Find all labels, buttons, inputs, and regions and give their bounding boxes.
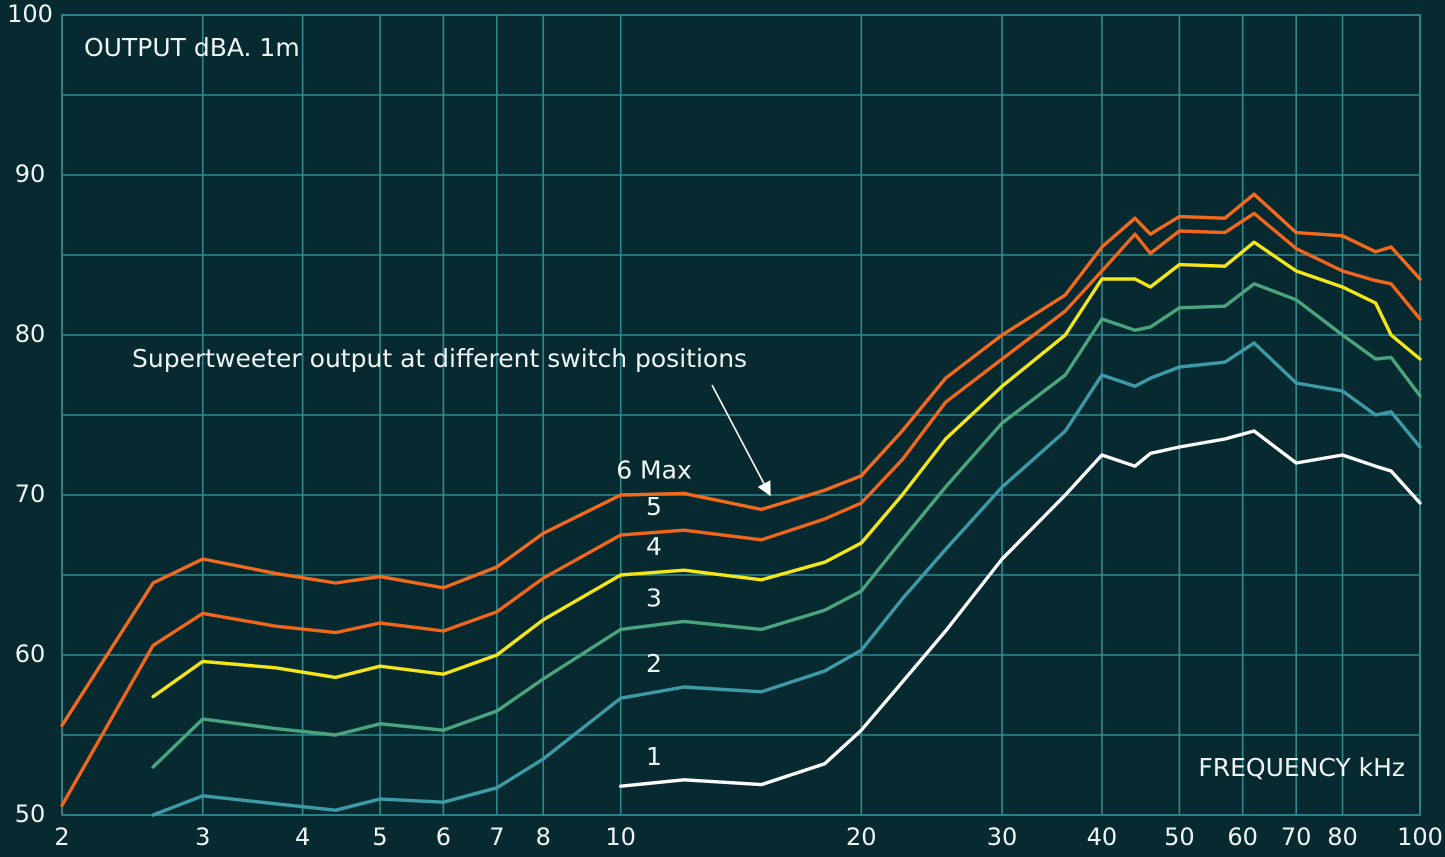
series-label: 5 xyxy=(646,492,662,521)
x-tick-label: 70 xyxy=(1281,823,1312,851)
y-tick-label: 100 xyxy=(7,0,53,28)
grid xyxy=(61,14,1421,816)
x-tick-label: 3 xyxy=(195,823,210,851)
x-tick-label: 30 xyxy=(987,823,1018,851)
y-tick-label: 70 xyxy=(15,480,46,508)
x-axis-title: FREQUENCY kHz xyxy=(1198,753,1405,782)
y-tick-label: 60 xyxy=(15,640,46,668)
curve xyxy=(60,192,1422,728)
curve xyxy=(619,429,1422,788)
curve xyxy=(60,211,1422,808)
x-tick-label: 10 xyxy=(605,823,636,851)
curve xyxy=(151,341,1422,817)
x-tick-label: 80 xyxy=(1327,823,1358,851)
x-tick-label: 5 xyxy=(372,823,387,851)
series-label: 1 xyxy=(646,742,662,771)
y-tick-label: 50 xyxy=(15,800,46,828)
series-label: 3 xyxy=(646,583,662,612)
x-tick-label: 7 xyxy=(489,823,504,851)
x-tick-label: 2 xyxy=(54,823,69,851)
y-axis-title: OUTPUT dBA. 1m xyxy=(84,33,300,62)
x-tick-label: 8 xyxy=(536,823,551,851)
curves xyxy=(60,192,1422,817)
x-tick-label: 20 xyxy=(846,823,877,851)
annotation: Supertweeter output at different switch … xyxy=(132,344,747,373)
annotation-arrow xyxy=(711,384,771,497)
x-tick-label: 100 xyxy=(1397,823,1443,851)
x-tick-label: 4 xyxy=(295,823,310,851)
series-label: 6 Max xyxy=(616,455,692,484)
series-label: 4 xyxy=(646,532,662,561)
y-tick-label: 90 xyxy=(15,160,46,188)
curve xyxy=(151,240,1422,699)
x-tick-label: 50 xyxy=(1164,823,1195,851)
series-label: 2 xyxy=(646,649,662,678)
x-tick-label: 60 xyxy=(1227,823,1258,851)
y-tick-label: 80 xyxy=(15,320,46,348)
x-tick-label: 40 xyxy=(1087,823,1118,851)
x-tick-label: 6 xyxy=(436,823,451,851)
curve xyxy=(151,282,1422,769)
